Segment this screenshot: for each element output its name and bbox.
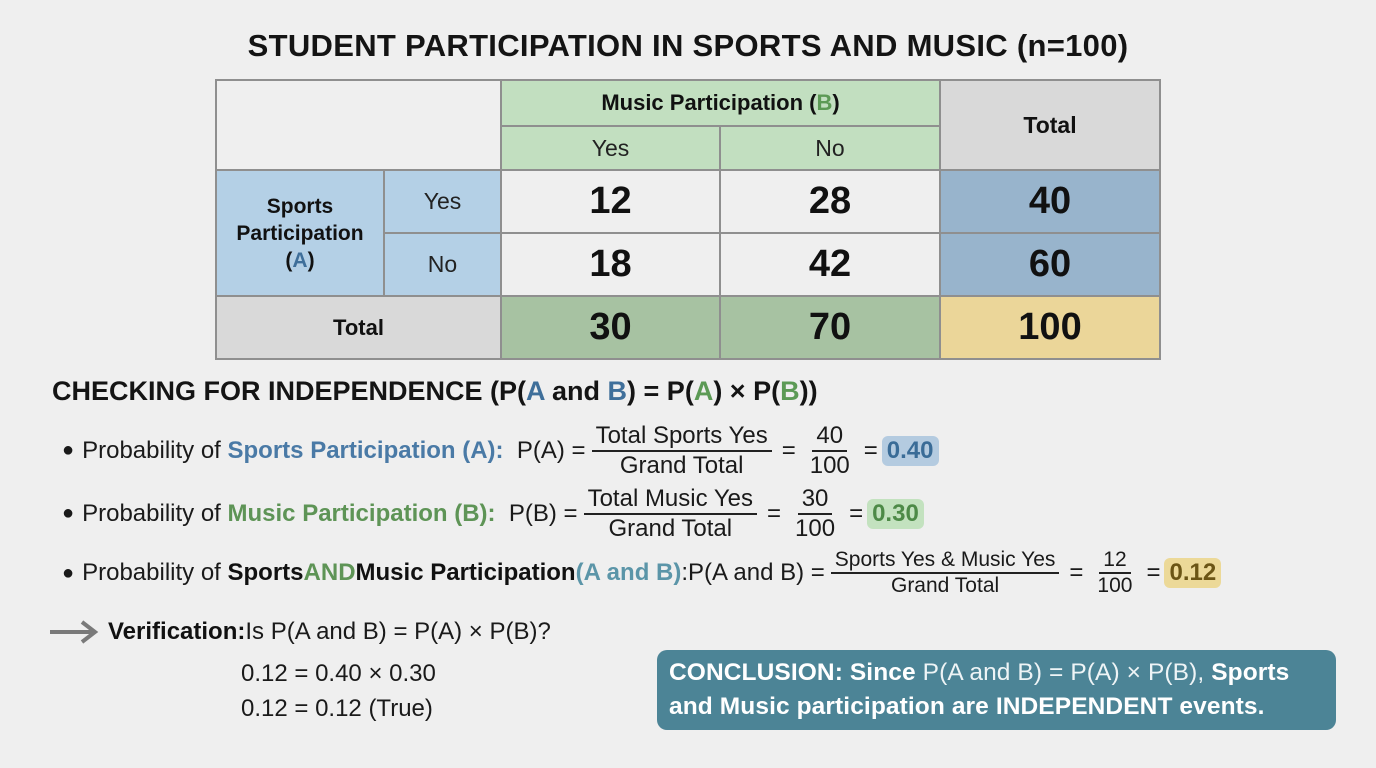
cell-sports-yes-music-no: 28 <box>719 169 941 234</box>
verification-calc-1: 0.12 = 0.40 × 0.30 <box>241 660 436 687</box>
verification-calc-2: 0.12 = 0.12 (True) <box>241 695 433 722</box>
music-yes-header: Yes <box>500 125 721 171</box>
cell-sports-no-music-yes: 18 <box>500 232 721 297</box>
result-pab: 0.12 <box>1164 558 1222 589</box>
formula-pb: ● Probability of Music Participation (B)… <box>62 485 924 542</box>
fraction-values: 40 100 <box>809 422 850 479</box>
result-pb: 0.30 <box>867 498 924 529</box>
formula-pab: ● Probability of Sports AND Music Partic… <box>62 548 1222 598</box>
grand-total: 100 <box>939 295 1161 360</box>
conclusion-box: CONCLUSION: Since P(A and B) = P(A) × P(… <box>657 650 1336 730</box>
col-total-music-yes: 30 <box>500 295 721 360</box>
total-row-label: Total <box>215 295 502 360</box>
cell-sports-yes-music-yes: 12 <box>500 169 721 234</box>
total-column-header: Total <box>939 79 1161 171</box>
sports-yes-header: Yes <box>383 169 502 234</box>
music-no-header: No <box>719 125 941 171</box>
corner-cell <box>215 79 502 171</box>
result-pa: 0.40 <box>881 435 939 466</box>
independence-section-title: CHECKING FOR INDEPENDENCE (P(A and B) = … <box>52 376 818 406</box>
row-total-sports-no: 60 <box>939 232 1161 297</box>
cell-sports-no-music-no: 42 <box>719 232 941 297</box>
music-participation-header: Music Participation (B) <box>500 79 941 127</box>
arrow-right-icon <box>50 620 99 644</box>
fraction-words: Total Sports Yes Grand Total <box>591 422 772 479</box>
bullet-icon: ● <box>62 502 75 525</box>
sports-no-header: No <box>383 232 502 297</box>
contingency-table: Music Participation (B) Total Yes No Spo… <box>215 79 1161 360</box>
bullet-icon: ● <box>62 561 75 584</box>
verification-line: Verification: Is P(A and B) = P(A) × P(B… <box>50 618 551 646</box>
sports-participation-header: Sports Participation (A) <box>215 169 385 297</box>
page-title: STUDENT PARTICIPATION IN SPORTS AND MUSI… <box>247 28 1129 63</box>
col-total-music-no: 70 <box>719 295 941 360</box>
row-total-sports-yes: 40 <box>939 169 1161 234</box>
formula-pa: ● Probability of Sports Participation (A… <box>62 422 939 479</box>
bullet-icon: ● <box>62 439 75 462</box>
